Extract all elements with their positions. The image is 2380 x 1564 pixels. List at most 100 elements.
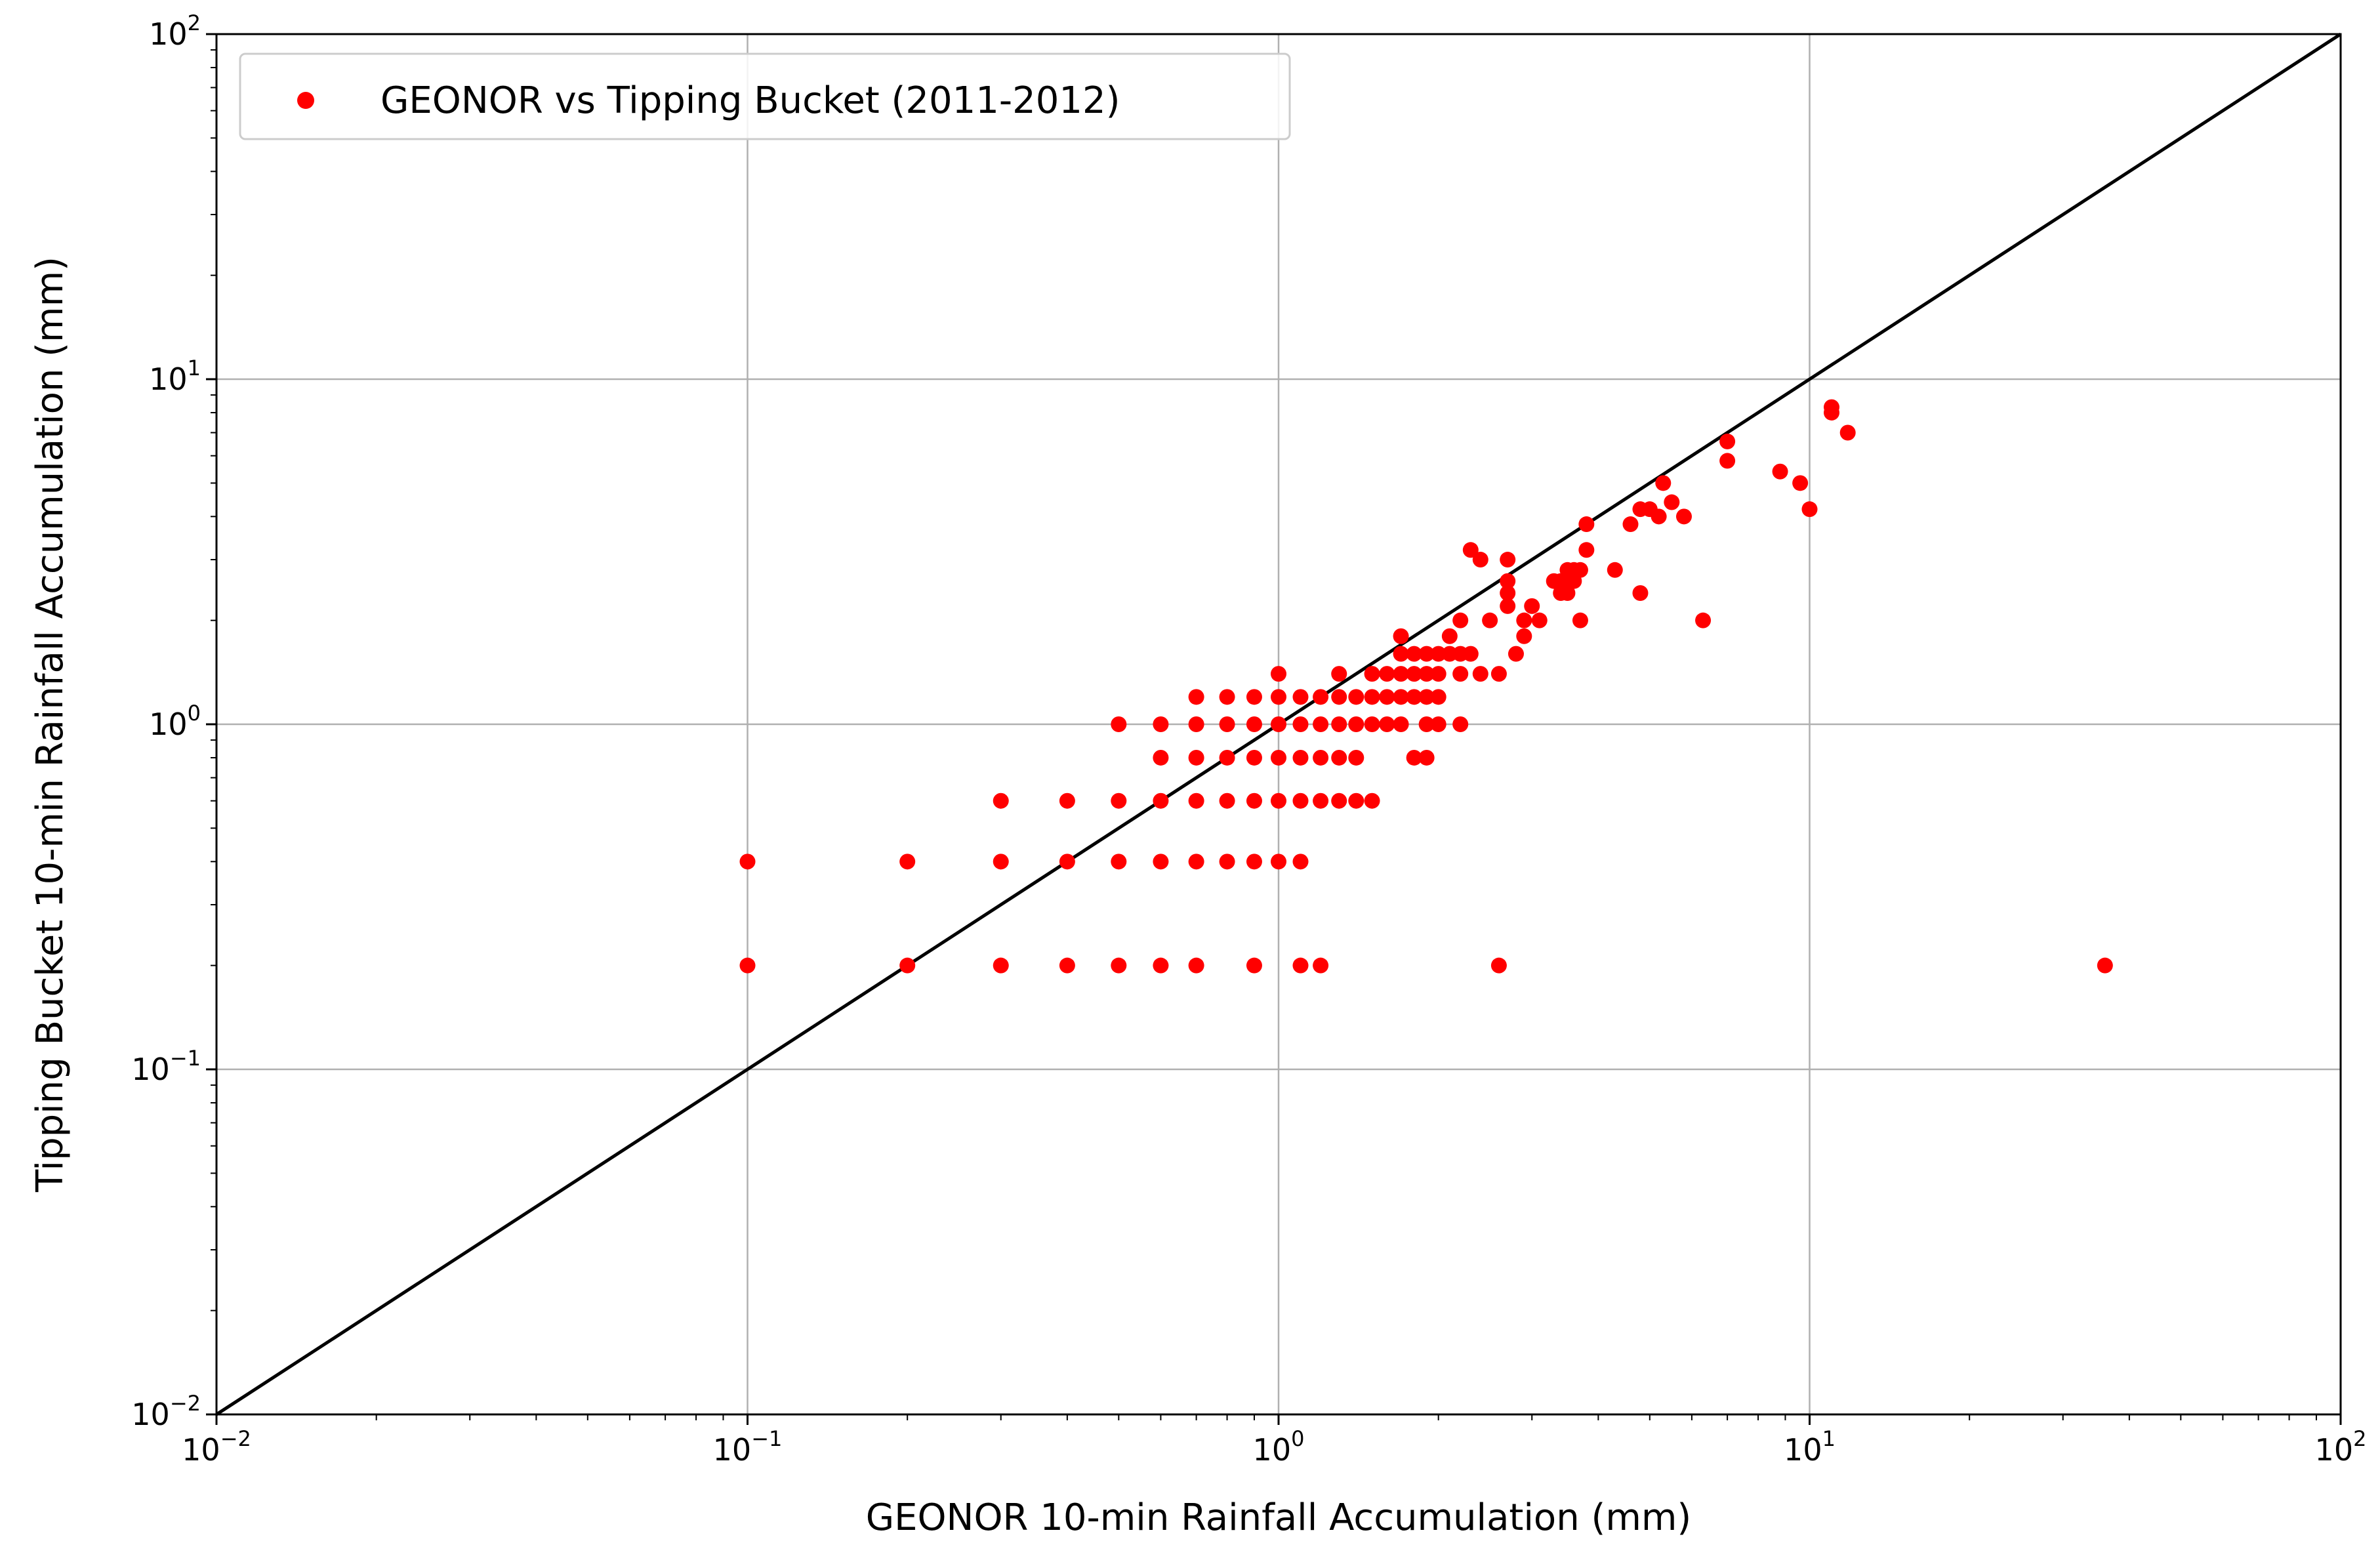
data-point: [1490, 957, 1507, 974]
data-point: [1348, 689, 1364, 705]
data-point: [1430, 716, 1446, 732]
data-point: [1271, 716, 1286, 732]
data-point: [1452, 716, 1469, 732]
data-point: [1607, 562, 1623, 578]
data-point: [1111, 792, 1127, 809]
data-point: [1441, 628, 1458, 644]
data-point: [1246, 792, 1262, 809]
data-point: [1472, 552, 1488, 568]
data-point: [1406, 666, 1422, 682]
data-point: [1559, 585, 1576, 602]
legend-marker: [297, 92, 314, 109]
data-point: [1246, 716, 1262, 732]
data-point: [1695, 612, 1712, 628]
data-point: [1462, 542, 1479, 558]
data-point: [1111, 854, 1127, 870]
data-point: [1246, 957, 1262, 974]
data-point: [739, 854, 756, 870]
data-point: [1462, 646, 1479, 662]
data-point: [993, 854, 1009, 870]
data-point: [1472, 666, 1488, 682]
data-point: [1578, 542, 1595, 558]
data-point: [1406, 749, 1422, 766]
x-axis-title: GEONOR 10-min Rainfall Accumulation (mm): [866, 1496, 1692, 1539]
data-point: [1188, 792, 1204, 809]
data-point: [1418, 716, 1435, 732]
data-point: [1664, 494, 1680, 510]
data-point: [1292, 716, 1309, 732]
y-axis-title: Tipping Bucket 10-min Rainfall Accumulat…: [29, 257, 72, 1193]
data-point: [1482, 612, 1498, 628]
data-point: [1379, 666, 1395, 682]
data-point: [1188, 689, 1204, 705]
data-point: [1271, 689, 1286, 705]
data-point: [1111, 957, 1127, 974]
x-tick-label: 10−1: [713, 1426, 783, 1468]
data-point: [1292, 792, 1309, 809]
data-point: [1153, 957, 1169, 974]
legend-label: GEONOR vs Tipping Bucket (2011-2012): [380, 79, 1120, 122]
data-point: [1111, 716, 1127, 732]
data-point: [1059, 854, 1075, 870]
data-point: [1452, 666, 1469, 682]
data-points: [739, 399, 2113, 974]
data-point: [1516, 612, 1532, 628]
data-point: [899, 854, 916, 870]
data-point: [1430, 666, 1446, 682]
data-point: [1364, 792, 1380, 809]
data-point: [1331, 689, 1347, 705]
data-point: [1622, 516, 1639, 533]
data-point: [1406, 646, 1422, 662]
data-point: [1632, 585, 1649, 602]
data-point: [1246, 749, 1262, 766]
data-point: [1348, 749, 1364, 766]
data-point: [1246, 689, 1262, 705]
data-point: [1418, 646, 1435, 662]
data-point: [993, 957, 1009, 974]
data-point: [1500, 573, 1516, 589]
data-point: [1531, 612, 1548, 628]
data-point: [1219, 792, 1235, 809]
data-point: [899, 957, 916, 974]
data-point: [1719, 433, 1736, 449]
data-point: [1772, 463, 1788, 480]
y-tick-label: 10−1: [131, 1046, 201, 1087]
data-point: [1651, 508, 1667, 525]
data-point: [1271, 666, 1286, 682]
data-point: [1418, 666, 1435, 682]
data-point: [1393, 716, 1409, 732]
data-point: [1331, 792, 1347, 809]
data-point: [1490, 666, 1507, 682]
data-point: [1059, 792, 1075, 809]
data-point: [1839, 424, 1856, 441]
data-point: [1348, 792, 1364, 809]
data-point: [1348, 716, 1364, 732]
data-point: [1313, 716, 1329, 732]
data-point: [1188, 854, 1204, 870]
data-point: [1188, 957, 1204, 974]
data-point: [1219, 716, 1235, 732]
data-point: [1393, 689, 1409, 705]
data-point: [1516, 628, 1532, 644]
data-point: [1418, 749, 1435, 766]
data-point: [1292, 957, 1309, 974]
data-point: [1500, 598, 1516, 614]
data-point: [1430, 689, 1446, 705]
data-point: [1313, 749, 1329, 766]
data-point: [1430, 646, 1446, 662]
data-point: [1379, 689, 1395, 705]
data-point: [1219, 854, 1235, 870]
data-point: [1271, 854, 1286, 870]
data-point: [1393, 628, 1409, 644]
data-point: [1719, 453, 1736, 469]
data-point: [1364, 689, 1380, 705]
data-point: [1219, 749, 1235, 766]
data-point: [1418, 689, 1435, 705]
y-tick-label: 102: [149, 10, 201, 52]
data-point: [1364, 716, 1380, 732]
data-point: [1271, 749, 1286, 766]
data-point: [1219, 689, 1235, 705]
data-point: [1572, 612, 1588, 628]
